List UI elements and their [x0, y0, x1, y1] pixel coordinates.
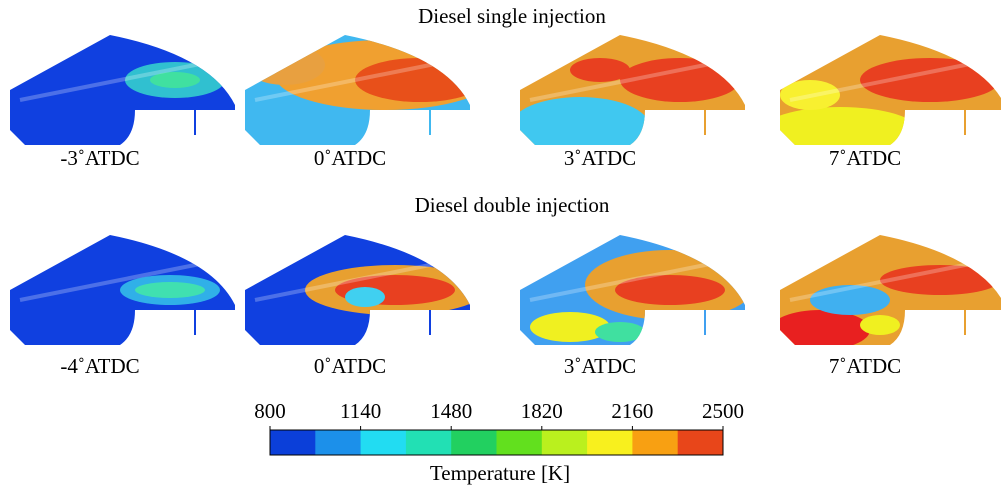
panel-label: 0˚ATDC	[314, 146, 386, 170]
colorbar-segment	[451, 430, 497, 455]
panel-label: -3˚ATDC	[60, 146, 139, 170]
contour-region	[355, 58, 470, 102]
contour-region	[620, 58, 740, 102]
contour-fill	[245, 35, 470, 145]
contour-panel	[520, 235, 745, 345]
colorbar-segment	[405, 430, 452, 455]
contour-fill	[10, 235, 235, 345]
contour-fill	[520, 35, 745, 145]
contour-region	[780, 80, 840, 110]
colorbar-label: Temperature [K]	[430, 461, 570, 485]
panel-label: 7˚ATDC	[829, 354, 901, 378]
spray-band	[789, 258, 991, 302]
contour-region	[570, 58, 630, 82]
colorbar-segment	[541, 430, 588, 455]
colorbar-segment	[270, 430, 316, 455]
colorbar-segment	[587, 430, 633, 455]
colorbar-tick-label: 1820	[521, 399, 563, 423]
contour-fill	[780, 235, 1001, 345]
colorbar-tick-label: 1140	[340, 399, 381, 423]
contour-region	[135, 282, 205, 298]
contour-region	[595, 322, 645, 342]
contour-region	[345, 287, 385, 307]
contour-region	[245, 45, 325, 85]
colorbar-frame	[269, 429, 724, 456]
contour-panel	[10, 35, 235, 145]
colorbar-segment	[677, 430, 724, 455]
colorbar-segment	[496, 430, 543, 455]
contour-region	[810, 285, 890, 315]
contour-panel	[520, 35, 745, 145]
colorbar-segment	[315, 430, 362, 455]
contour-fill	[520, 235, 745, 345]
colorbar-tick-label: 2160	[611, 399, 653, 423]
spray-band	[529, 58, 731, 102]
colorbar-tick-label: 1480	[430, 399, 472, 423]
contour-region	[520, 97, 650, 145]
contour-panel	[245, 235, 470, 345]
contour-region	[880, 265, 1000, 295]
contour-fill	[10, 35, 235, 145]
panel-label: -4˚ATDC	[60, 354, 139, 378]
contour-panel	[780, 35, 1001, 145]
contour-region	[860, 58, 1000, 102]
contour-panel	[780, 235, 1001, 345]
contour-region	[150, 72, 200, 88]
spray-band	[789, 58, 991, 102]
contour-region	[780, 310, 870, 345]
spray-band	[254, 58, 456, 102]
panel-label: 3˚ATDC	[564, 146, 636, 170]
contour-region	[530, 312, 610, 342]
contour-region	[780, 107, 920, 145]
colorbar-tick-label: 2500	[702, 399, 744, 423]
panel-label: 3˚ATDC	[564, 354, 636, 378]
contour-region	[860, 315, 900, 335]
spray-band	[19, 58, 221, 102]
colorbar-tick-label: 800	[254, 399, 286, 423]
contour-region	[615, 275, 725, 305]
colorbar-segment	[632, 430, 679, 455]
colorbar-segment	[360, 430, 407, 455]
section-title: Diesel double injection	[415, 193, 610, 217]
panel-label: 7˚ATDC	[829, 146, 901, 170]
section-title: Diesel single injection	[418, 4, 606, 28]
contour-fill	[780, 35, 1001, 145]
spray-band	[19, 258, 221, 302]
panel-label: 0˚ATDC	[314, 354, 386, 378]
contour-panel	[10, 235, 235, 345]
contour-panel	[245, 35, 470, 145]
contour-fill	[245, 235, 470, 345]
spray-band	[254, 258, 456, 302]
spray-band	[529, 258, 731, 302]
